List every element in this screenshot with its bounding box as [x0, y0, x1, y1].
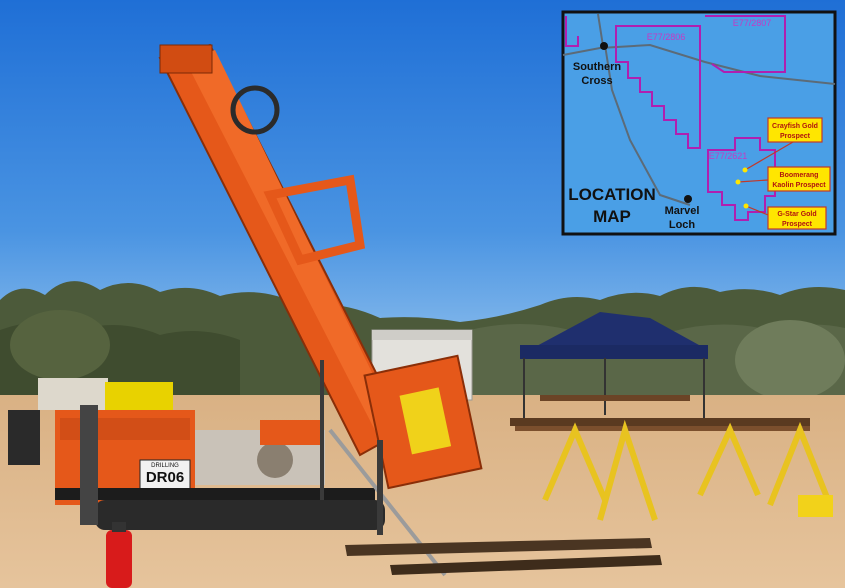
prospect-crayfish-line2: Prospect	[780, 133, 811, 140]
tenement-label-2621: E77/2621	[709, 151, 748, 161]
tenement-label-2807: E77/2807	[733, 18, 772, 28]
town-southern-cross-line2: Cross	[581, 75, 612, 87]
rig-plate-text: DR06	[146, 469, 184, 486]
prospect-crayfish-line1: Crayfish Gold	[772, 123, 818, 130]
southern-cross-marker	[600, 42, 608, 50]
prospect-boomerang-line2: Kaolin Prospect	[772, 182, 826, 189]
fire-extinguisher	[106, 522, 132, 588]
tenement-label-2806: E77/2806	[647, 32, 686, 42]
prospect-label-boomerang: Boomerang Kaolin Prospect	[767, 166, 831, 192]
prospect-label-gstar: G-Star Gold Prospect	[767, 206, 827, 230]
map-tenements	[565, 15, 786, 221]
town-southern-cross-line1: Southern	[573, 61, 622, 73]
town-marvel-loch-line1: Marvel	[665, 205, 700, 217]
town-marvel-loch-line2: Loch	[669, 219, 696, 231]
drill-rod-racks	[510, 395, 833, 521]
drill-rig: DR06 DRILLING	[55, 43, 483, 577]
rig-brand-text: DRILLING	[151, 463, 179, 469]
prospect-boomerang-line1: Boomerang	[780, 172, 819, 179]
prospect-gstar-line2: Prospect	[782, 221, 813, 228]
map-title-line2: MAP	[593, 207, 631, 226]
marvel-loch-marker	[684, 195, 692, 203]
blue-gazebo	[520, 312, 708, 420]
location-map-inset: Southern Cross Marvel Loch LOCATION MAP …	[561, 10, 837, 236]
prospect-label-crayfish: Crayfish Gold Prospect	[767, 117, 823, 143]
prospect-gstar-line1: G-Star Gold	[777, 211, 816, 218]
map-roads	[562, 13, 836, 206]
timber-planks	[345, 538, 662, 575]
map-title-line1: LOCATION	[568, 185, 656, 204]
supply-pallet	[8, 378, 173, 465]
